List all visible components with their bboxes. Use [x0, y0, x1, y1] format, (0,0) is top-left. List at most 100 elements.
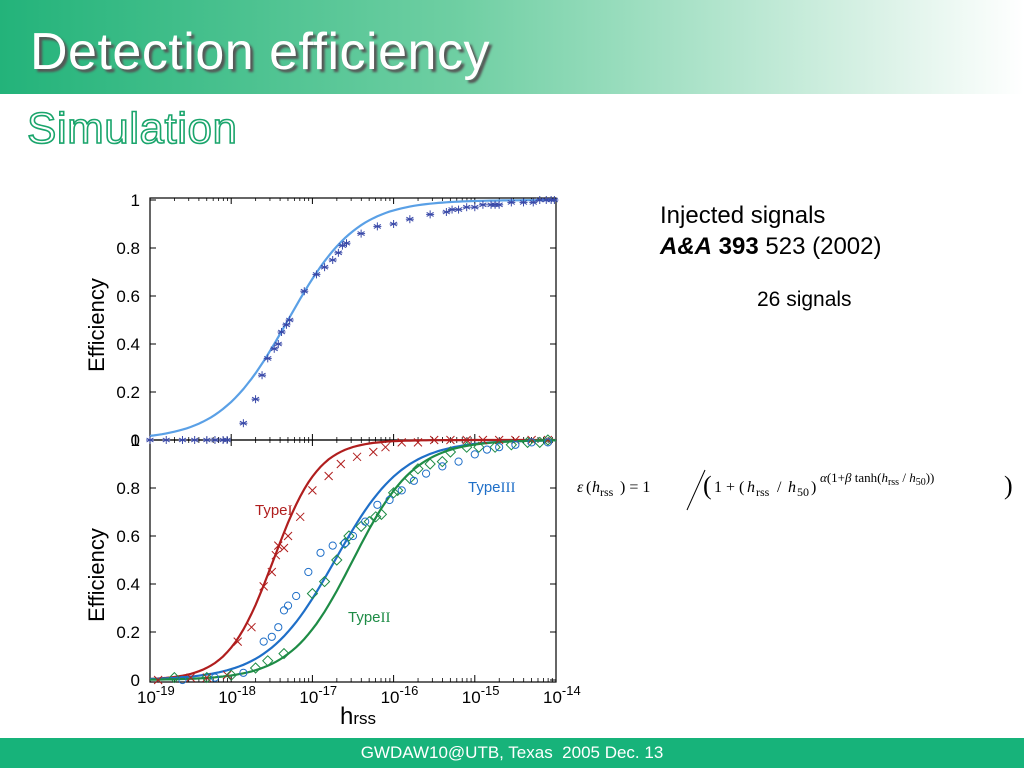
top-ytick-label: 0.6: [116, 287, 140, 306]
circle-marker: [304, 567, 313, 577]
circle-marker: [328, 541, 337, 550]
x-tick-label: 10-14: [543, 683, 581, 707]
top-ylabel: Efficiency: [84, 278, 109, 372]
info-block: Injected signals A&A 393 523 (2002): [660, 200, 881, 262]
asterisk-marker: [285, 316, 294, 324]
x-marker: [368, 447, 378, 457]
formula-exponent: α(1+β tanh(hrss / h50)): [820, 470, 934, 488]
circle-marker: [373, 500, 382, 509]
x-tick-label: 10-17: [299, 683, 337, 707]
bottom-ytick-label: 1: [131, 431, 140, 450]
type2-label: TypeII: [348, 609, 391, 626]
signal-count: 26 signals: [757, 288, 852, 311]
diamond-marker: [542, 434, 554, 446]
x-marker: [527, 435, 536, 445]
x-marker: [336, 459, 346, 469]
x-marker: [352, 452, 362, 462]
diamond-marker: [412, 463, 424, 475]
formula-h50: h: [788, 479, 796, 496]
asterisk-marker: [312, 270, 321, 279]
diamond-marker: [424, 458, 436, 470]
x-marker: [233, 637, 243, 646]
bottom-ylabel: Efficiency: [84, 528, 109, 622]
circle-marker: [438, 462, 447, 471]
diamond-marker: [460, 441, 473, 453]
diamond-marker: [201, 671, 213, 684]
asterisk-marker: [300, 287, 309, 296]
bottom-ytick-label: 0.6: [116, 527, 140, 546]
x-tick-label: 10-19: [137, 683, 175, 707]
formula-slash: /: [777, 479, 782, 496]
asterisk-marker: [202, 436, 211, 444]
asterisk-marker: [270, 344, 279, 353]
asterisk-marker: [178, 436, 187, 444]
efficiency-formula: ε ( h rss ) = 1 ( 1 + ( h rss / h 50 ) α…: [577, 469, 1013, 511]
asterisk-marker: [470, 203, 479, 212]
circle-marker: [292, 591, 301, 601]
circle-marker: [279, 606, 289, 615]
diamond-marker: [387, 487, 400, 499]
asterisk-marker: [529, 198, 538, 207]
asterisk-marker: [389, 220, 398, 228]
x-marker: [413, 438, 423, 447]
formula-50: 50: [797, 485, 809, 499]
asterisk-marker: [320, 263, 329, 272]
circle-marker: [316, 548, 325, 557]
formula-big-paren: (: [703, 471, 712, 500]
circle-marker: [421, 469, 431, 478]
x-marker: [247, 622, 256, 632]
x-marker: [267, 567, 277, 577]
footer-text: GWDAW10@UTB, Texas 2005 Dec. 13: [360, 743, 664, 762]
diamond-marker: [521, 436, 534, 449]
top-ytick-label: 1: [131, 191, 140, 210]
slide-subtitle: Simulation: [26, 103, 238, 154]
circle-marker: [348, 531, 358, 541]
formula-rss2: rss: [756, 485, 770, 499]
x-tick-label: 10-18: [218, 683, 256, 707]
type1-label: TypeI: [255, 502, 293, 519]
x-marker: [324, 471, 333, 481]
circle-marker: [409, 476, 418, 485]
circle-marker: [385, 495, 394, 505]
diamond-marker: [262, 655, 274, 667]
asterisk-marker: [426, 210, 435, 219]
circle-marker: [267, 632, 276, 641]
type1-fit-curve: [149, 438, 556, 681]
diamond-marker: [505, 439, 518, 451]
formula-h2: h: [747, 479, 755, 496]
asterisk-marker: [550, 196, 559, 204]
asterisk-marker: [442, 208, 451, 216]
circle-marker: [283, 601, 293, 610]
top-plot-frame: [149, 197, 557, 441]
asterisk-marker: [146, 436, 154, 444]
formula-one-plus: 1 + (: [714, 479, 744, 496]
bottom-ytick-label: 0.2: [116, 623, 140, 642]
circle-marker: [454, 457, 463, 466]
asterisk-marker: [495, 200, 504, 209]
diamond-marker: [391, 484, 404, 497]
diamond-marker: [473, 441, 485, 453]
asterisk-marker: [263, 354, 272, 363]
formula-h1: h: [592, 479, 600, 496]
asterisk-marker: [258, 371, 267, 380]
bottom-plot-frame: [149, 439, 557, 683]
formula-eq: ) = 1: [620, 479, 650, 496]
formula-rss1: rss: [600, 485, 614, 499]
diamond-marker: [331, 554, 343, 566]
diamond-marker: [318, 575, 331, 588]
diamond-marker: [404, 472, 416, 485]
diamond-marker: [375, 508, 388, 521]
slide-title: Detection efficiency: [30, 23, 490, 81]
x-marker: [429, 435, 439, 445]
top-ytick-label: 0.8: [116, 239, 140, 258]
asterisk-marker: [342, 239, 351, 248]
diamond-marker: [489, 441, 501, 453]
circle-marker: [482, 445, 492, 454]
diamond-marker: [436, 455, 449, 468]
circle-marker: [361, 517, 370, 526]
info-pages-year: 523 (2002): [758, 233, 882, 260]
x-marker: [494, 435, 504, 445]
x-marker: [271, 550, 281, 560]
diamond-marker: [343, 530, 355, 542]
